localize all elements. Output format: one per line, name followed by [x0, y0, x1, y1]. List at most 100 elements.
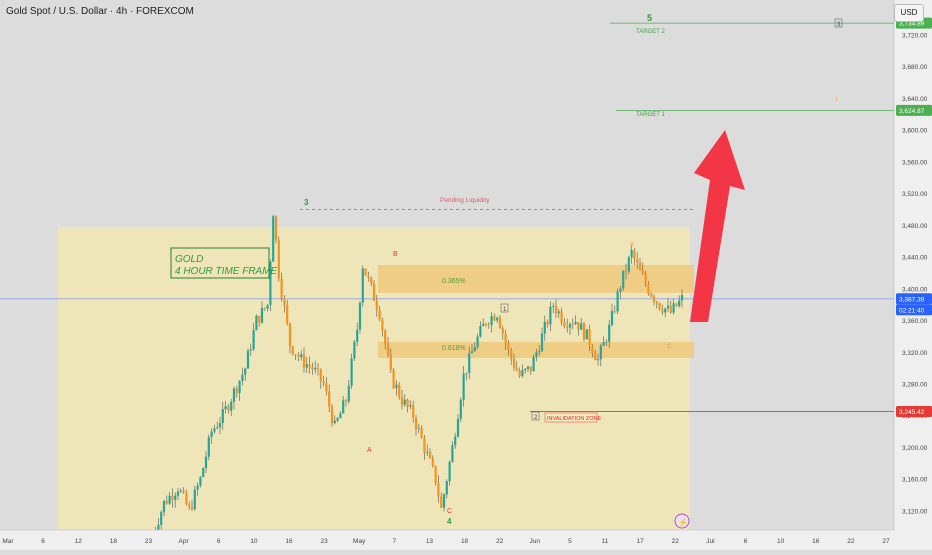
time-tick-label: 11 — [602, 538, 609, 545]
candle-body — [196, 485, 199, 490]
candle-body — [451, 445, 454, 462]
candle-body — [227, 406, 230, 411]
price-badge-label: 3,387.39 — [899, 296, 925, 303]
box-1 — [500, 303, 509, 313]
candle-body — [428, 451, 432, 459]
title-box-line2: 4 HOUR TIME FRAME — [175, 266, 278, 277]
candle-body — [487, 324, 490, 325]
currency-button[interactable]: USD — [894, 4, 924, 22]
candle-body — [624, 270, 628, 272]
candle-body — [246, 350, 250, 369]
candle-body — [666, 305, 670, 309]
event-marker[interactable] — [674, 513, 690, 529]
candle-body — [675, 303, 678, 307]
time-tick-label: 5 — [568, 538, 572, 545]
candle-body — [504, 333, 507, 343]
time-tick-label: 16 — [285, 538, 293, 545]
candle-body — [286, 305, 289, 324]
price-tick-label: 3,120.00 — [902, 508, 928, 515]
candle-body — [636, 258, 639, 263]
candle-body — [244, 368, 247, 375]
candle-body — [440, 496, 443, 508]
time-tick-label: 10 — [777, 538, 785, 545]
time-tick-label: 16 — [812, 538, 820, 545]
candle-body — [367, 275, 370, 278]
time-tick-label: 13 — [426, 538, 434, 545]
candle-body — [165, 500, 168, 504]
fib-zone-upper — [378, 265, 694, 293]
candle-body — [658, 302, 661, 310]
candle-body — [305, 364, 308, 368]
candle-body — [174, 495, 177, 500]
candle-body — [412, 405, 415, 419]
invalidation-tag — [544, 412, 598, 423]
candle-body — [266, 304, 269, 309]
candle-body — [546, 321, 549, 325]
candle-body — [613, 310, 616, 312]
time-tick-label: 6 — [217, 538, 221, 545]
price-tick-label: 3,480.00 — [902, 223, 928, 230]
fib-upper-label: 0.365% — [442, 278, 466, 285]
candle-body — [560, 311, 563, 323]
wave-B-label: B — [393, 251, 398, 258]
candle-body — [484, 323, 488, 325]
candle-body — [386, 344, 390, 355]
candle-body — [395, 384, 398, 388]
price-tick-label: 3,320.00 — [902, 350, 928, 357]
time-tick-label: 18 — [110, 538, 118, 545]
candle-body — [330, 406, 334, 424]
time-tick-label: 27 — [882, 538, 890, 545]
time-tick-label: 12 — [75, 538, 83, 545]
wave-3-label: 3 — [304, 198, 309, 207]
candle-body — [470, 351, 474, 354]
candle-body — [171, 495, 174, 500]
candle-body — [515, 367, 518, 371]
candle-body — [563, 322, 566, 327]
candle-body — [669, 305, 672, 313]
candle-body — [678, 300, 681, 307]
candle-body — [252, 330, 255, 350]
price-badge — [896, 104, 932, 116]
price-badge — [896, 304, 932, 316]
candle-body — [627, 257, 630, 272]
candle-body — [538, 351, 541, 353]
candle-body — [316, 368, 320, 370]
candle-body — [302, 354, 306, 368]
candle-body — [445, 481, 448, 495]
candle-body — [638, 262, 642, 271]
candle-body — [473, 347, 476, 352]
time-scale[interactable] — [0, 530, 932, 550]
candle-body — [403, 399, 406, 405]
candle-body — [655, 301, 658, 303]
time-ticks: Mar 6 12 18 23 Apr 6 10 16 23 May 7 13 18 22 Jun 5 11 17 22… — [2, 538, 890, 545]
candle-body — [249, 349, 252, 351]
candle-body — [294, 354, 297, 356]
price-badge — [896, 405, 932, 417]
candle-body — [448, 461, 451, 482]
title-box-line1: GOLD — [175, 254, 203, 265]
candle-body — [398, 384, 401, 398]
candle-body — [157, 524, 160, 531]
time-tick-label: 10 — [250, 538, 258, 545]
price-tick-label: 3,200.00 — [902, 445, 928, 452]
candle-body — [406, 399, 409, 407]
candle-body — [185, 492, 188, 505]
time-tick-label: 6 — [41, 538, 45, 545]
box-2 — [531, 411, 540, 421]
candle-body — [193, 489, 196, 510]
price-tick-label: 3,160.00 — [902, 477, 928, 484]
candle-body — [218, 422, 222, 428]
symbol-title[interactable]: Gold Spot / U.S. Dollar · 4h · FOREXCOM — [6, 6, 194, 17]
candle-body — [650, 293, 653, 297]
target1-label: TARGET 1 — [636, 112, 665, 118]
candle-body — [232, 388, 236, 402]
candle-body — [241, 374, 244, 381]
candle-body — [476, 336, 479, 348]
candle-body — [574, 322, 577, 325]
title-box — [170, 247, 270, 279]
price-scale[interactable] — [894, 0, 932, 550]
candle-body — [521, 370, 524, 377]
candle-body — [423, 437, 426, 453]
